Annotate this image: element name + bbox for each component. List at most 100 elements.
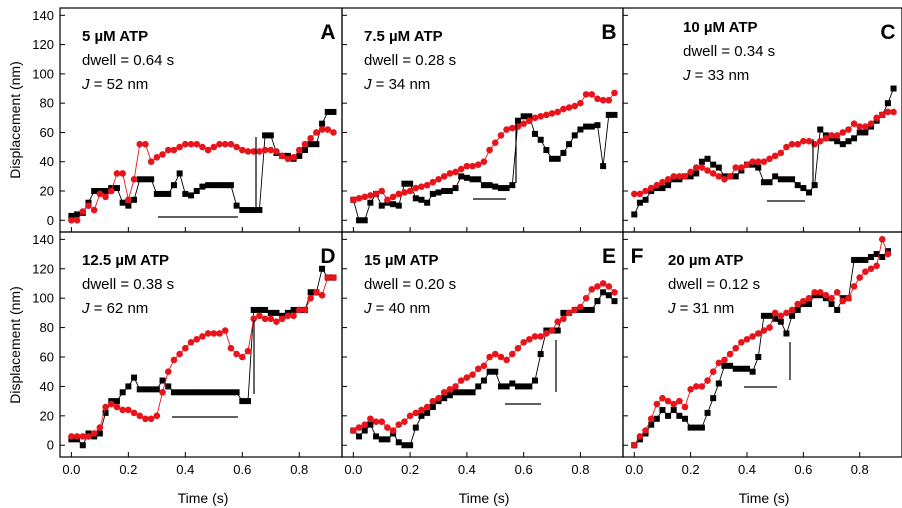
data-point — [107, 187, 115, 195]
data-point — [856, 123, 864, 130]
data-point — [543, 330, 550, 337]
data-point — [726, 173, 734, 180]
data-point — [862, 256, 869, 263]
data-point — [497, 185, 504, 192]
data-point — [856, 129, 863, 136]
x-tick-label: 0.0 — [625, 462, 643, 477]
data-point — [732, 344, 740, 352]
black-series-B — [350, 111, 618, 224]
data-point — [653, 181, 661, 189]
data-point — [531, 333, 539, 340]
data-point — [868, 254, 874, 260]
data-point — [588, 306, 595, 313]
data-point — [605, 292, 612, 299]
data-point — [469, 162, 476, 170]
data-point — [290, 312, 297, 320]
data-point — [878, 236, 886, 243]
data-point — [256, 207, 263, 214]
data-point — [233, 350, 240, 358]
data-point — [760, 158, 768, 166]
data-point — [221, 327, 229, 334]
data-point — [313, 129, 320, 136]
x-tick-label: 0.4 — [738, 462, 756, 477]
data-point — [642, 427, 649, 434]
data-point — [113, 170, 121, 177]
data-point — [153, 190, 160, 197]
data-point — [256, 306, 263, 313]
data-point — [526, 336, 533, 343]
data-point — [509, 350, 516, 358]
data-point — [486, 182, 493, 189]
data-point — [296, 152, 303, 159]
panel-title: 5 µM ATP — [82, 28, 148, 45]
data-point — [170, 356, 178, 364]
data-point — [548, 327, 556, 334]
data-point — [395, 202, 402, 209]
data-point — [188, 192, 195, 199]
data-point — [594, 283, 601, 290]
data-point — [715, 173, 723, 180]
data-point — [372, 190, 380, 198]
y-tick-label: 60 — [40, 350, 54, 365]
data-point — [273, 148, 280, 155]
data-point — [811, 288, 818, 296]
data-point — [68, 433, 75, 440]
data-point — [851, 135, 858, 142]
data-point — [503, 356, 510, 364]
data-point — [164, 146, 172, 154]
data-point — [389, 193, 397, 201]
data-point — [822, 291, 830, 299]
data-point — [440, 173, 448, 180]
data-point — [261, 315, 269, 323]
data-point — [497, 383, 504, 390]
data-point — [828, 301, 835, 308]
panel-title: 7.5 µM ATP — [364, 28, 443, 45]
data-point — [113, 398, 120, 405]
data-point — [676, 397, 683, 405]
data-point — [130, 175, 138, 183]
data-point — [822, 135, 830, 142]
data-point — [571, 306, 579, 314]
data-point — [571, 132, 578, 139]
data-point — [170, 389, 177, 396]
data-point — [367, 421, 374, 428]
data-point — [361, 427, 368, 434]
data-point — [182, 140, 189, 148]
dwell-annotation: dwell = 0.20 s — [364, 276, 456, 293]
data-point — [193, 336, 201, 343]
data-point — [726, 350, 734, 358]
red-series-C — [630, 108, 897, 198]
data-point — [142, 176, 149, 183]
x-tick-label: 0.4 — [176, 462, 194, 477]
data-point — [355, 424, 363, 431]
data-point — [147, 415, 155, 423]
data-point — [73, 216, 81, 224]
data-point — [452, 168, 459, 176]
data-point — [267, 132, 274, 139]
data-point — [429, 404, 436, 410]
data-point — [600, 289, 607, 296]
data-point — [754, 330, 762, 337]
data-point — [771, 309, 779, 317]
data-point — [789, 312, 796, 319]
data-point — [307, 141, 314, 148]
data-point — [188, 389, 195, 396]
panel-title: 20 µm ATP — [668, 252, 743, 269]
data-point — [577, 303, 584, 311]
data-point — [800, 297, 807, 305]
data-point — [653, 415, 660, 422]
data-point — [446, 170, 454, 177]
data-point — [794, 300, 802, 308]
data-point — [239, 146, 246, 154]
y-tick-label: 120 — [32, 37, 54, 52]
data-point — [816, 137, 824, 145]
x-tick-label: 0.2 — [119, 462, 137, 477]
data-point — [554, 318, 562, 326]
data-point — [153, 412, 161, 420]
dwell-and-step-marks — [158, 120, 814, 418]
data-point — [187, 140, 195, 148]
data-point — [418, 406, 425, 414]
data-point — [318, 126, 326, 133]
data-point — [571, 102, 579, 110]
